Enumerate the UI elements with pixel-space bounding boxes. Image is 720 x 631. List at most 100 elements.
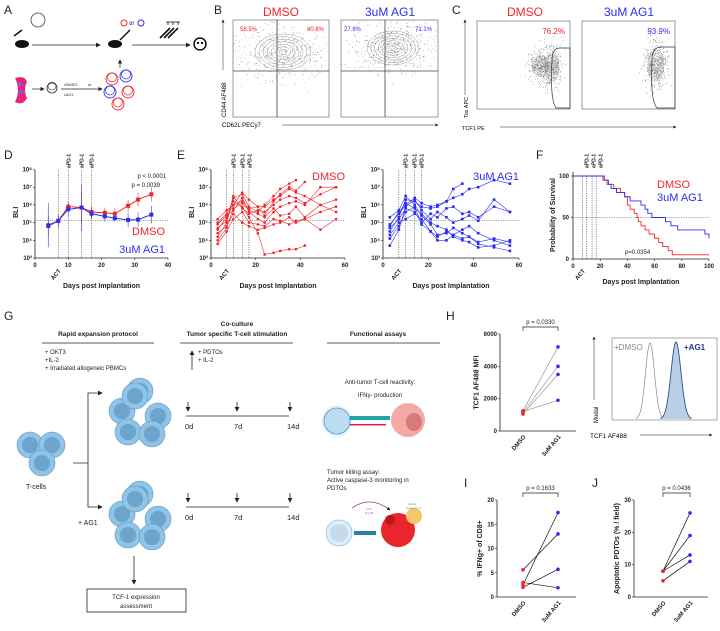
event-dot (421, 26, 423, 28)
gate (551, 47, 571, 109)
event-dot (375, 61, 377, 62)
data-point (334, 210, 338, 214)
event-dot (318, 45, 319, 47)
event-dot (385, 39, 387, 41)
data-point (451, 233, 455, 237)
event-dot (529, 77, 531, 79)
nucleus (149, 407, 167, 425)
event-dot (379, 58, 380, 59)
event-dot (552, 77, 554, 79)
event-dot (546, 78, 547, 80)
y-tick-label: 0 (494, 429, 498, 435)
data-point (429, 221, 432, 224)
x-tick-label: 20 (252, 263, 259, 269)
x-tick-label: 40 (624, 264, 631, 270)
event-dot (547, 77, 549, 78)
event-dot (321, 50, 322, 52)
significance-bracket (522, 492, 559, 497)
event-dot (537, 72, 539, 74)
data-point (126, 217, 131, 222)
event-dot (387, 65, 389, 67)
event-dot (542, 49, 544, 51)
event-dot (647, 53, 649, 55)
event-dot (259, 36, 261, 37)
event-dot (291, 58, 293, 60)
event-dot (550, 55, 552, 56)
event-dot (265, 50, 266, 52)
data-point (436, 224, 439, 228)
event-dot (539, 52, 541, 53)
data-point (247, 215, 251, 219)
event-dot (378, 75, 380, 76)
event-dot (288, 59, 290, 61)
event-dot (543, 39, 545, 41)
event-dot (530, 70, 532, 72)
event-dot (321, 66, 323, 68)
data-point (256, 217, 260, 221)
timepoint-label: 7d (234, 513, 242, 522)
b-ag1-plot-frame (340, 19, 439, 118)
event-dot (316, 34, 318, 36)
dmso-point (661, 569, 665, 573)
data-point (334, 205, 338, 208)
event-dot (652, 86, 653, 87)
b-dmso-plot-frame (232, 19, 330, 118)
event-dot (415, 53, 417, 55)
event-dot (644, 71, 646, 73)
event-dot (318, 53, 320, 55)
event-dot (385, 37, 387, 38)
data-point (232, 212, 235, 216)
event-dot (656, 74, 658, 75)
event-dot (371, 48, 373, 50)
event-dot (377, 50, 378, 52)
event-dot (271, 45, 273, 46)
data-point (247, 221, 251, 224)
event-dot (367, 65, 369, 66)
event-dot (293, 53, 295, 55)
event-dot (254, 28, 255, 30)
legend-ag1: 3uM AG1 (119, 244, 165, 256)
arrow (351, 501, 391, 511)
data-point (136, 217, 141, 222)
data-point (216, 217, 219, 221)
event-dot (394, 53, 396, 55)
g-rep-okt3: + OKT3 (45, 350, 67, 356)
event-dot (368, 67, 370, 69)
event-dot (395, 47, 396, 49)
event-dot (538, 69, 540, 70)
event-dot (542, 55, 544, 56)
event-dot (411, 63, 413, 64)
event-dot (424, 43, 426, 45)
event-dot (423, 55, 425, 57)
y-tick-label: 4000 (484, 364, 498, 370)
event-dot (281, 50, 283, 51)
event-dot (552, 36, 554, 38)
event-dot (277, 49, 279, 50)
event-dot (289, 47, 291, 49)
event-dot (405, 31, 407, 32)
event-dot (560, 61, 562, 63)
event-dot (643, 54, 645, 55)
event-dot (561, 70, 562, 72)
event-dot (234, 40, 236, 41)
mouse-trace (389, 195, 510, 243)
event-dot (293, 46, 295, 47)
data-point (451, 187, 455, 191)
data-point (303, 244, 307, 247)
event-dot (379, 61, 381, 63)
nucleus (43, 436, 61, 454)
event-dot (658, 58, 660, 60)
event-dot (647, 61, 649, 62)
contour-line (536, 61, 544, 71)
data-point (476, 242, 480, 246)
event-dot (277, 23, 279, 25)
data-point (287, 194, 291, 198)
event-dot (542, 74, 544, 76)
data-point (263, 224, 266, 228)
event-dot (655, 73, 657, 75)
ag1-point (556, 372, 560, 377)
event-dot (391, 32, 392, 33)
event-dot (550, 64, 552, 65)
data-point (46, 223, 51, 228)
